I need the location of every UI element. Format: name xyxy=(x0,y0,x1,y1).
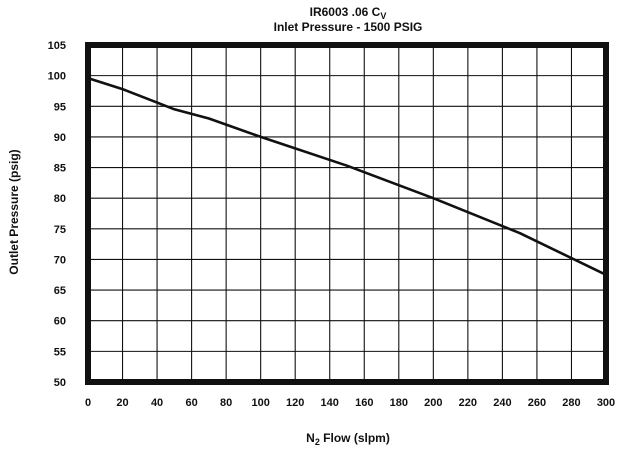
x-tick-label: 80 xyxy=(220,397,232,409)
x-tick-label: 240 xyxy=(493,397,511,409)
y-tick-label: 55 xyxy=(54,346,66,358)
x-tick-label: 300 xyxy=(597,397,615,409)
plot-area xyxy=(87,76,607,276)
grid-lines xyxy=(88,45,606,382)
x-tick-label: 280 xyxy=(562,397,580,409)
chart-subtitle: Inlet Pressure - 1500 PSIG xyxy=(274,20,423,34)
y-axis-label: Outlet Pressure (psig) xyxy=(7,149,21,274)
y-tick-label: 100 xyxy=(48,71,66,83)
x-tick-label: 200 xyxy=(424,397,442,409)
x-tick-label: 220 xyxy=(459,397,477,409)
series-line-0 xyxy=(87,76,607,276)
y-tick-label: 90 xyxy=(54,132,66,144)
y-axis-ticks: 50 55 60 65 70 75 80 85 90 95 100 105 xyxy=(48,40,66,389)
x-axis-ticks: 0 20 40 60 80 100 120 140 160 180 200 220 240 260 280 3… xyxy=(85,397,615,409)
x-tick-label: 20 xyxy=(116,397,128,409)
x-tick-label: 60 xyxy=(185,397,197,409)
x-tick-label: 180 xyxy=(390,397,408,409)
x-tick-label: 0 xyxy=(85,397,91,409)
plot-frame xyxy=(85,42,609,385)
y-tick-label: 95 xyxy=(54,101,66,113)
x-axis-label: N2 Flow (slpm) xyxy=(306,431,390,447)
y-tick-label: 60 xyxy=(54,316,66,328)
x-tick-label: 160 xyxy=(355,397,373,409)
x-tick-label: 260 xyxy=(528,397,546,409)
x-tick-label: 40 xyxy=(151,397,163,409)
x-tick-label: 100 xyxy=(251,397,269,409)
y-tick-label: 50 xyxy=(54,377,66,389)
y-tick-label: 85 xyxy=(54,163,66,175)
y-tick-label: 75 xyxy=(54,224,66,236)
y-tick-label: 65 xyxy=(54,285,66,297)
chart-title: IR6003 .06 CV xyxy=(310,5,387,21)
y-tick-label: 70 xyxy=(54,254,66,266)
plot-border xyxy=(85,42,609,385)
x-tick-label: 140 xyxy=(321,397,339,409)
x-tick-label: 120 xyxy=(286,397,304,409)
y-tick-label: 80 xyxy=(54,193,66,205)
y-tick-label: 105 xyxy=(48,40,66,52)
